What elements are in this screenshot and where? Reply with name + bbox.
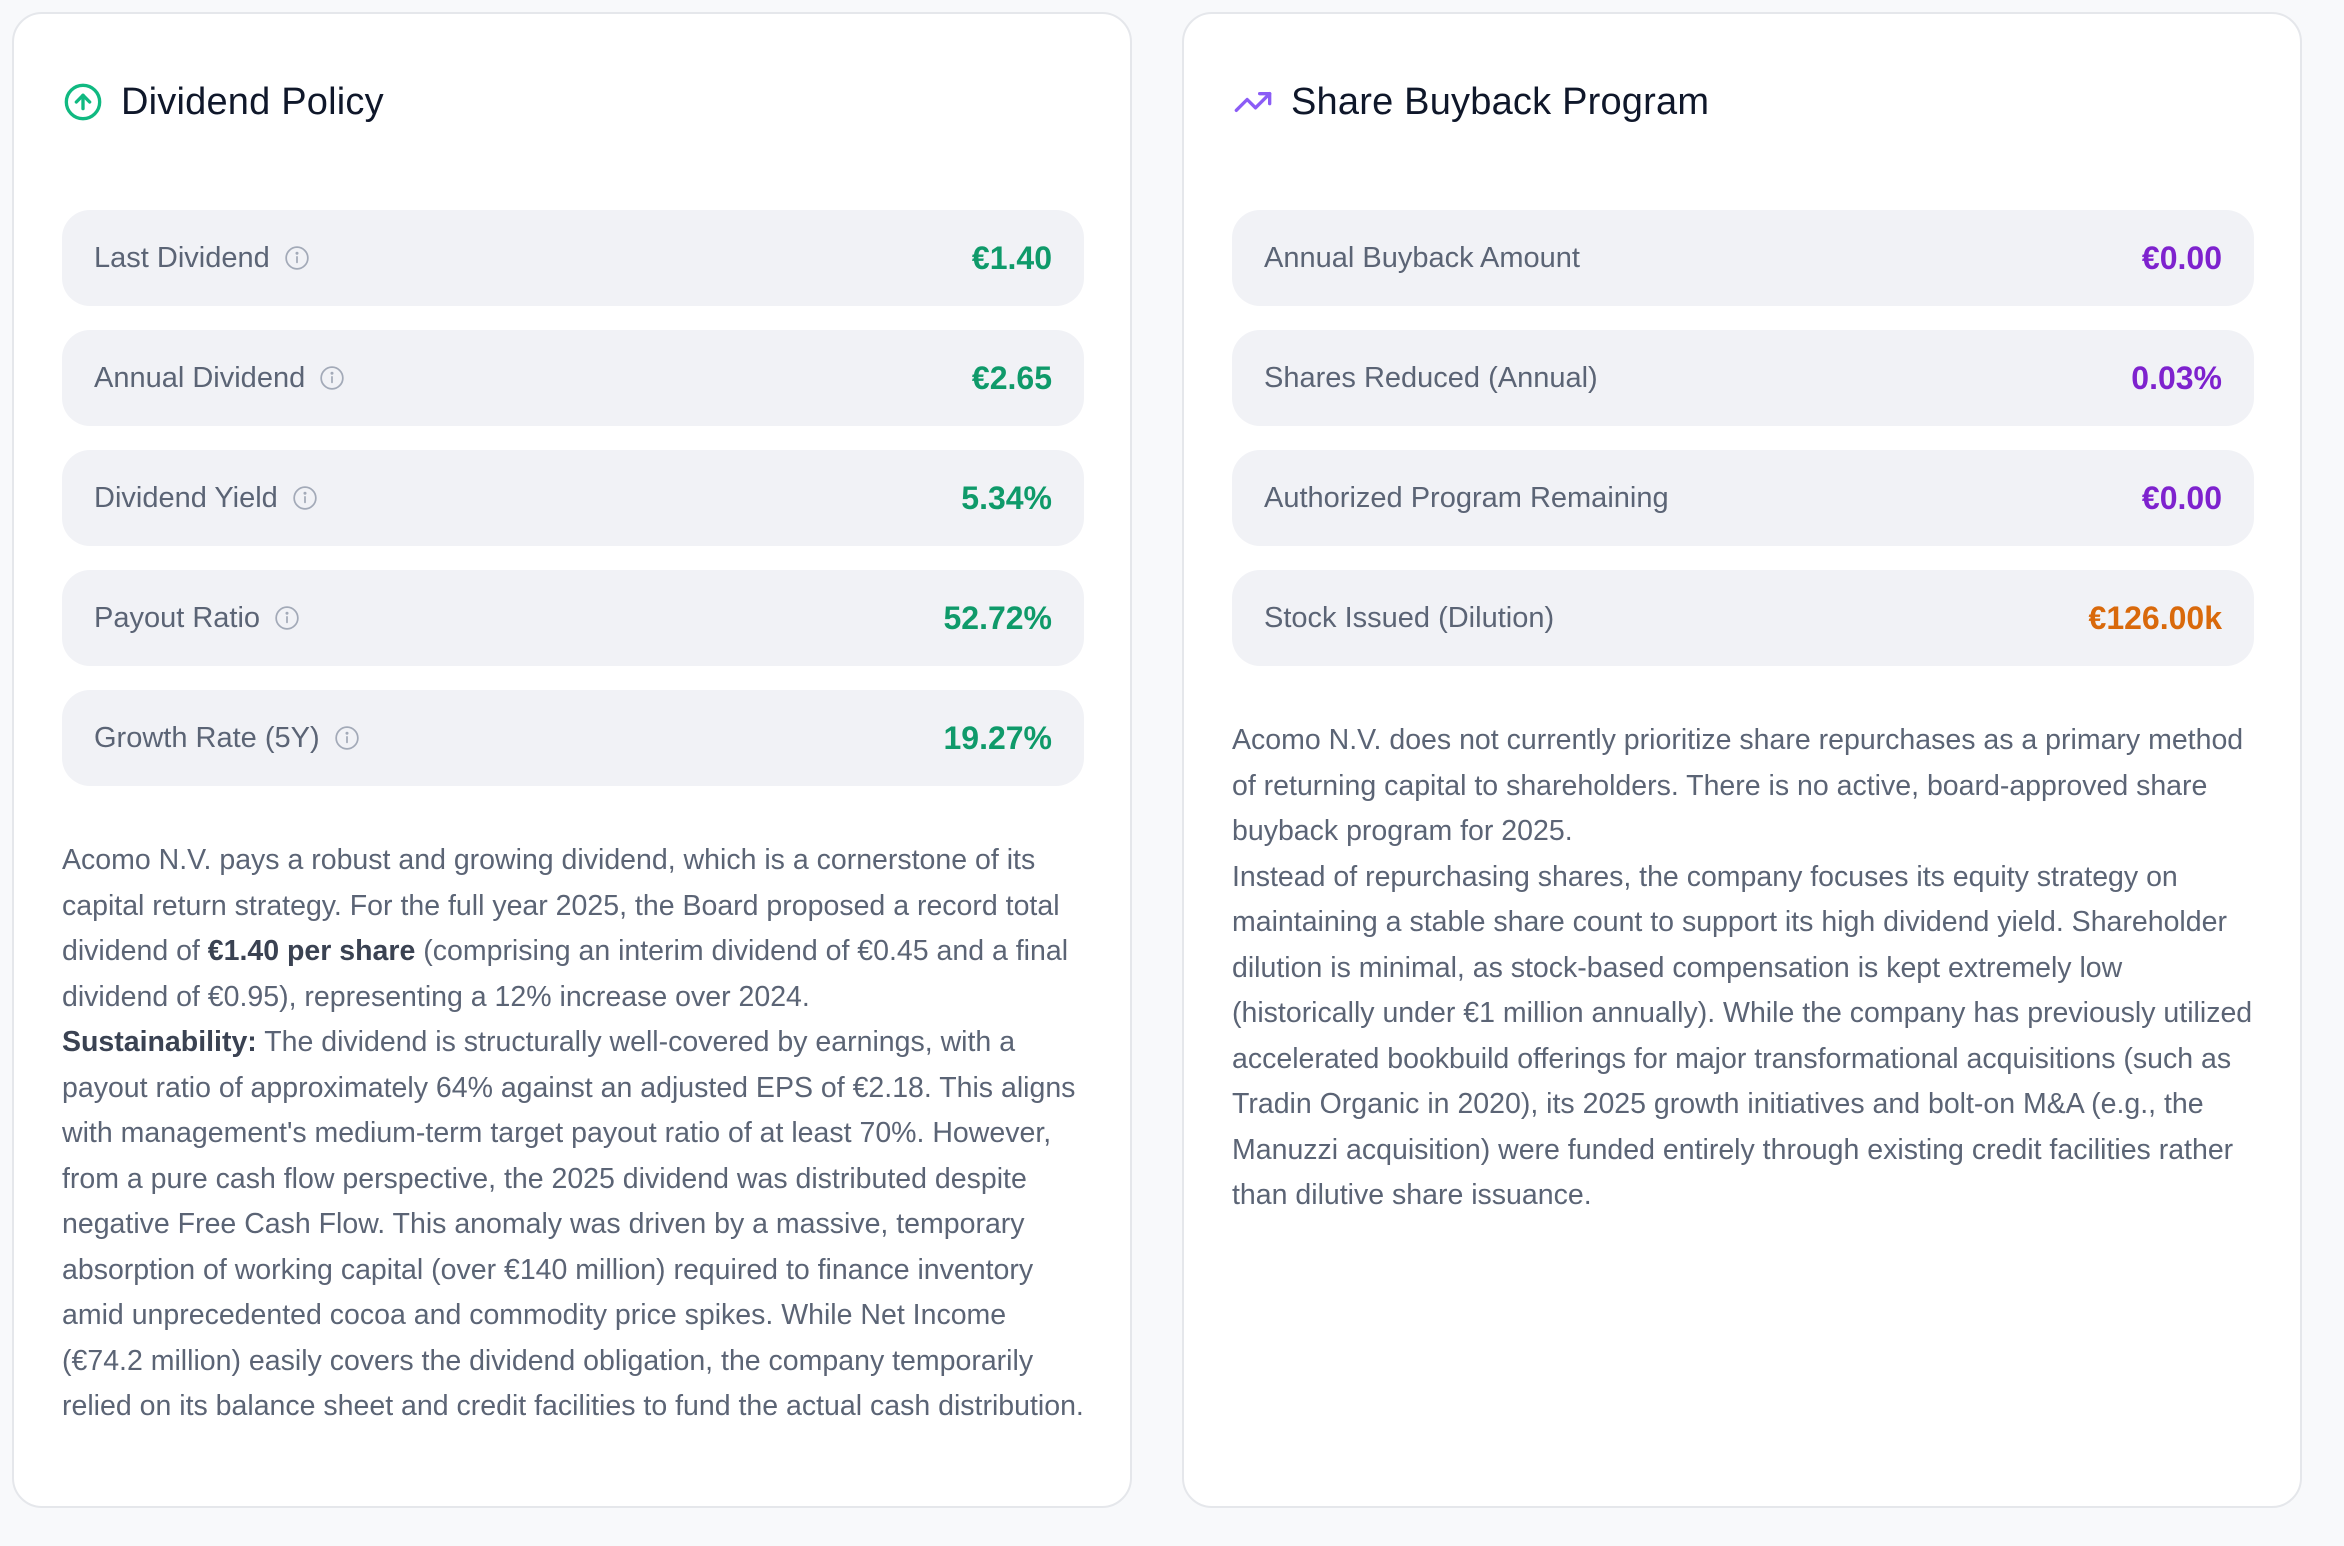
dividend-metrics: Last Dividend €1.40 Annual Dividend €2.6… — [62, 210, 1084, 810]
share-buyback-header: Share Buyback Program — [1232, 76, 1709, 128]
metric-authorized-program-remaining: Authorized Program Remaining €0.00 — [1232, 450, 2254, 546]
buyback-description: Acomo N.V. does not currently prioritize… — [1232, 718, 2262, 1219]
arrow-up-circle-icon — [62, 81, 104, 123]
metric-value: 52.72% — [943, 599, 1052, 636]
metric-last-dividend: Last Dividend €1.40 — [62, 210, 1084, 306]
metric-value: 19.27% — [943, 719, 1052, 756]
metric-payout-ratio: Payout Ratio 52.72% — [62, 570, 1084, 666]
description-text: (comprising an interim dividend of €0.45… — [62, 935, 1069, 1013]
info-icon[interactable] — [334, 725, 360, 751]
sustainability-heading: Sustainability: — [62, 1026, 257, 1058]
share-buyback-title: Share Buyback Program — [1291, 80, 1710, 123]
metric-shares-reduced: Shares Reduced (Annual) 0.03% — [1232, 330, 2254, 426]
metric-label: Annual Dividend — [94, 361, 306, 394]
metric-value: €2.65 — [971, 359, 1052, 396]
metric-label: Shares Reduced (Annual) — [1264, 361, 1598, 394]
info-icon[interactable] — [284, 245, 310, 271]
metric-value: €0.00 — [2141, 479, 2222, 516]
dividend-policy-card: Dividend Policy Last Dividend €1.40 Annu… — [12, 12, 1132, 1508]
metric-label: Annual Buyback Amount — [1264, 241, 1580, 274]
dividend-policy-header: Dividend Policy — [62, 76, 384, 128]
info-icon[interactable] — [292, 485, 318, 511]
metric-growth-rate: Growth Rate (5Y) 19.27% — [62, 690, 1084, 786]
metric-label: Last Dividend — [94, 241, 270, 274]
metric-value: €126.00k — [2088, 599, 2222, 636]
info-icon[interactable] — [274, 605, 300, 631]
metric-label: Dividend Yield — [94, 481, 278, 514]
buyback-metrics: Annual Buyback Amount €0.00 Shares Reduc… — [1232, 210, 2254, 690]
description-text: Acomo N.V. does not currently prioritize… — [1232, 724, 2244, 847]
metric-label: Stock Issued (Dilution) — [1264, 601, 1555, 634]
metric-stock-issued-dilution: Stock Issued (Dilution) €126.00k — [1232, 570, 2254, 666]
metric-value: €0.00 — [2141, 239, 2222, 276]
metric-annual-dividend: Annual Dividend €2.65 — [62, 330, 1084, 426]
description-text: Instead of repurchasing shares, the comp… — [1232, 860, 2253, 1212]
description-text: The dividend is structurally well-covere… — [62, 1026, 1084, 1422]
info-icon[interactable] — [319, 365, 345, 391]
metric-label: Authorized Program Remaining — [1264, 481, 1669, 514]
metric-label: Payout Ratio — [94, 601, 261, 634]
metric-label: Growth Rate (5Y) — [94, 721, 320, 754]
metric-annual-buyback-amount: Annual Buyback Amount €0.00 — [1232, 210, 2254, 306]
dividend-policy-title: Dividend Policy — [121, 80, 384, 123]
metric-value: 0.03% — [2131, 359, 2222, 396]
trending-up-icon — [1232, 81, 1274, 123]
description-text: Acomo N.V. pays a robust and growing div… — [62, 844, 1060, 967]
metric-value: 5.34% — [961, 479, 1052, 516]
dividend-description: Acomo N.V. pays a robust and growing div… — [62, 838, 1092, 1430]
share-buyback-card: Share Buyback Program Annual Buyback Amo… — [1182, 12, 2302, 1508]
description-bold: €1.40 per share — [207, 935, 416, 967]
metric-value: €1.40 — [971, 239, 1052, 276]
metric-dividend-yield: Dividend Yield 5.34% — [62, 450, 1084, 546]
